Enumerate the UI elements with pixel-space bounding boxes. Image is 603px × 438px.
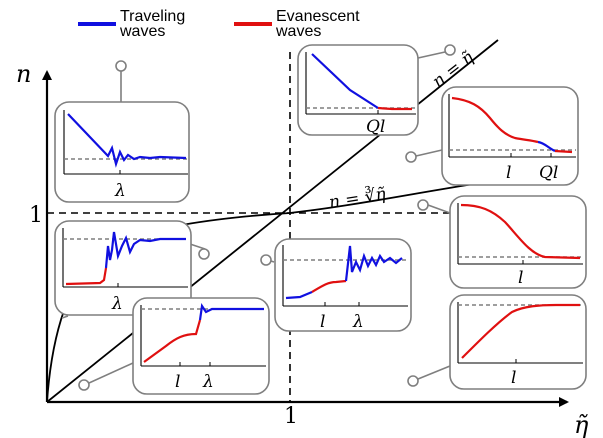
- panel-5-label-lambda: λ: [352, 312, 364, 332]
- panel-2-evanescent-trace: [377, 106, 412, 111]
- panel-3-evanescent-trace-1: [451, 96, 539, 144]
- panel-3-traveling-trace: [537, 140, 556, 153]
- panel-5-frame: [274, 238, 412, 332]
- panel-8: l: [407, 294, 587, 390]
- panel-1-frame: [54, 101, 190, 203]
- panel-4-label-lambda: λ: [111, 294, 123, 314]
- panel-4-frame: [54, 220, 192, 316]
- panel-4-leader: [189, 243, 206, 250]
- panel-4-traveling-trace: [104, 231, 186, 269]
- panel-3: l Ql: [405, 86, 579, 186]
- evanescent-swatch: [234, 22, 272, 26]
- panel-8-leader: [417, 365, 451, 380]
- panel-6-knob: [417, 199, 429, 211]
- panel-3-leader: [415, 149, 443, 157]
- panel-3-label-l: l: [506, 163, 511, 183]
- panel-5-knob: [260, 254, 272, 266]
- panel-2-traveling-trace: [311, 53, 379, 109]
- panel-6-evanescent-trace: [460, 203, 581, 260]
- panel-6-leader: [427, 204, 451, 214]
- panel-4-evanescent-trace: [65, 267, 108, 286]
- panel-4: λ: [54, 220, 210, 319]
- panel-5-label-l: l: [320, 312, 325, 332]
- panel-5-traveling-trace-1: [285, 290, 313, 300]
- panel-8-frame: [449, 294, 587, 390]
- panel-7-evanescent-trace: [143, 319, 202, 363]
- panel-7-traveling-trace: [198, 302, 264, 321]
- panel-6-label-l: l: [518, 268, 523, 288]
- panel-7-leader: [88, 362, 134, 384]
- panel-7-label-l: l: [175, 372, 180, 392]
- panel-4-knob: [198, 248, 210, 260]
- panel-3-evanescent-trace-2: [554, 149, 573, 154]
- panel-1-knob: [115, 60, 127, 72]
- panel-2-leader: [417, 51, 446, 59]
- panel-7: l λ: [78, 297, 270, 395]
- panel-5: l λ: [260, 238, 412, 332]
- panel-1-traveling-trace: [67, 113, 187, 168]
- panel-8-evanescent-trace: [461, 303, 580, 359]
- panel-2: Ql: [297, 44, 456, 137]
- legend-evanescent-label: Evanescent waves: [276, 8, 360, 40]
- panel-1-label-lambda: λ: [114, 181, 126, 201]
- panel-5-traveling-trace-2: [344, 245, 403, 282]
- cuberoot-curve-label: n = ∛η̃: [327, 183, 387, 213]
- panel-2-frame: [297, 44, 419, 136]
- x-tick-1: 1: [284, 404, 298, 429]
- panel-5-evanescent-trace: [311, 279, 347, 293]
- traveling-swatch: [78, 22, 116, 26]
- legend-traveling: Traveling waves: [78, 8, 186, 40]
- y-axis-label: n: [16, 60, 31, 88]
- legend-traveling-label: Traveling waves: [120, 8, 186, 40]
- x-axis-label: η̃: [574, 411, 589, 438]
- legend-evanescent: Evanescent waves: [234, 8, 360, 40]
- panel-2-knob: [444, 44, 456, 56]
- panel-6: l: [417, 195, 587, 289]
- panel-7-label-lambda: λ: [202, 372, 214, 392]
- panel-8-label-l: l: [511, 368, 516, 388]
- panel-8-knob: [407, 375, 419, 387]
- panel-6-frame: [449, 195, 587, 289]
- panel-7-frame: [132, 297, 270, 395]
- y-tick-1: 1: [29, 203, 43, 228]
- panel-2-label-Ql: Ql: [366, 117, 385, 137]
- linear-curve: [46, 39, 499, 403]
- panel-1: λ: [54, 60, 190, 203]
- panel-7-knob: [78, 379, 90, 391]
- panel-3-label-Ql: Ql: [539, 163, 558, 183]
- panel-3-knob: [405, 151, 417, 163]
